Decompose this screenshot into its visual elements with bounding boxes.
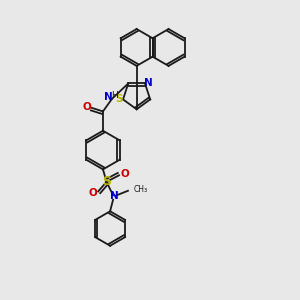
- Text: H: H: [112, 91, 118, 100]
- Text: O: O: [82, 102, 91, 112]
- Text: CH₃: CH₃: [134, 185, 148, 194]
- Text: N: N: [145, 78, 153, 88]
- Text: S: S: [115, 94, 123, 104]
- Text: N: N: [110, 191, 118, 201]
- Text: N: N: [104, 92, 113, 102]
- Text: O: O: [120, 169, 129, 179]
- Text: S: S: [102, 176, 111, 188]
- Text: O: O: [88, 188, 97, 198]
